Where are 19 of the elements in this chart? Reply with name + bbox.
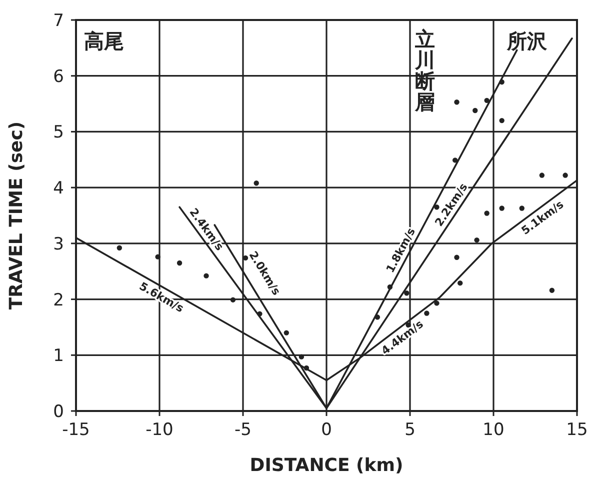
x-tick-label: -5 bbox=[234, 420, 252, 440]
y-tick-label: 7 bbox=[53, 11, 64, 31]
x-axis-title: DISTANCE (km) bbox=[250, 455, 404, 476]
x-tick-label: -10 bbox=[146, 420, 174, 440]
y-tick-label: 2 bbox=[53, 290, 64, 310]
x-tick-label: 15 bbox=[566, 420, 588, 440]
y-tick-label: 5 bbox=[53, 122, 64, 143]
y-axis-title: TRAVEL TIME (sec) bbox=[6, 121, 27, 310]
y-tick-label: 6 bbox=[53, 66, 64, 87]
y-tick-label: 3 bbox=[53, 234, 64, 254]
y-tick-label: 1 bbox=[53, 346, 64, 366]
annotation: 高尾 bbox=[84, 29, 124, 53]
x-tick-label: 5 bbox=[404, 420, 416, 440]
annotation: 所沢 bbox=[506, 29, 548, 53]
y-tick-label: 4 bbox=[53, 178, 64, 199]
x-tick-label: 0 bbox=[321, 420, 332, 440]
y-tick-label: 0 bbox=[53, 402, 64, 422]
x-tick-label: -15 bbox=[62, 420, 90, 440]
x-tick-label: 10 bbox=[482, 420, 504, 440]
